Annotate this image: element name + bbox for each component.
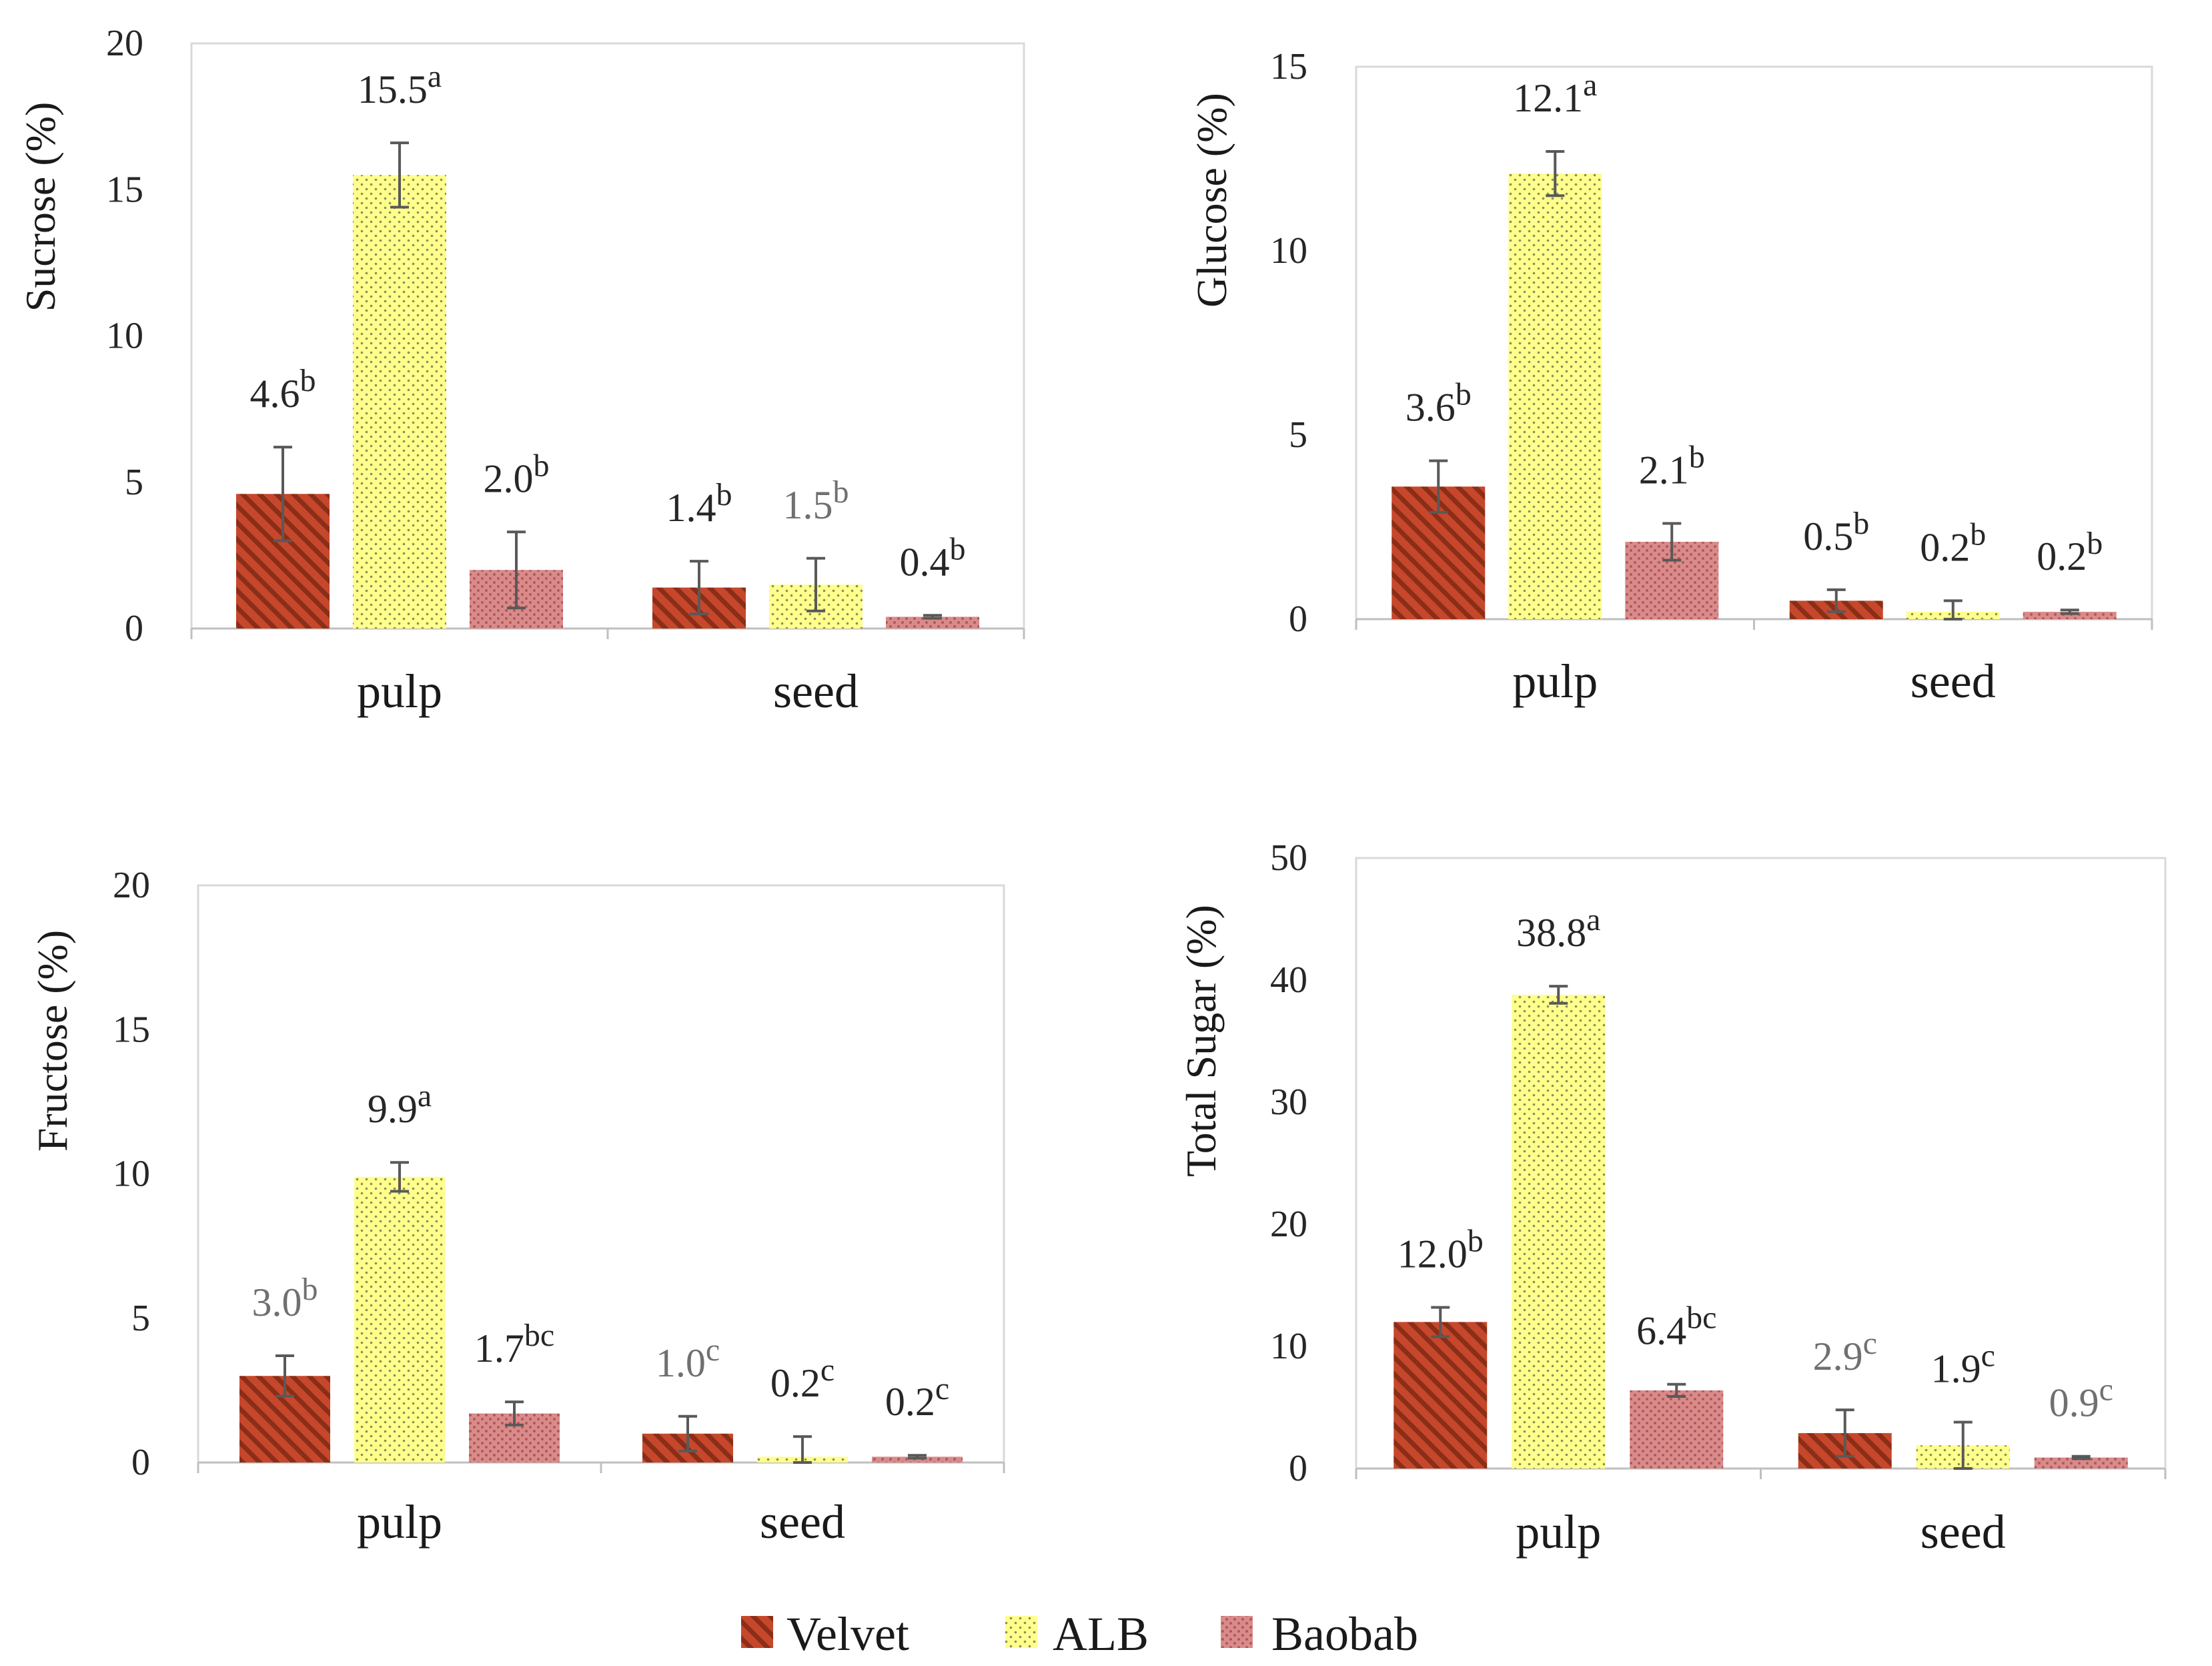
total-sugar-bar-velvet-pulp: [1394, 1322, 1488, 1469]
total-sugar-data-label: 0.9c: [2049, 1372, 2113, 1425]
fructose-bar-baobab-seed: [872, 1456, 963, 1463]
total-sugar-y-tick-label: 10: [1270, 1326, 1307, 1367]
fructose-y-tick-label: 20: [113, 865, 150, 906]
total-sugar-data-label: 12.0b: [1398, 1223, 1484, 1276]
glucose-y-axis-label: Glucose (%): [1188, 93, 1235, 308]
glucose-chart: Glucose (%) 0 5 10 15 pulp 3.6b 12.1a 2.1b seed 0…: [1188, 46, 2153, 708]
sucrose-data-label: 1.5b: [783, 474, 849, 527]
sucrose-data-label: 4.6b: [250, 363, 316, 416]
sucrose-category-label: pulp: [357, 665, 442, 718]
total-sugar-y-axis-label: Total Sugar (%): [1177, 905, 1225, 1177]
fructose-y-tick-label: 0: [131, 1442, 150, 1483]
glucose-y-tick-label: 5: [1289, 414, 1307, 456]
legend-label-velvet: Velvet: [786, 1607, 909, 1661]
total-sugar-y-tick-label: 50: [1270, 837, 1307, 879]
total-sugar-chart: Total Sugar (%) 0 10 20 30 40 50 pulp 12.0b 38.8…: [1177, 837, 2167, 1559]
sucrose-y-tick-label: 0: [125, 608, 143, 649]
sucrose-bar-alb-pulp: [353, 175, 446, 629]
fructose-chart: Fructose (%) 0 5 10 15 20 pulp 3.0b 9.9a 1.7bc se…: [29, 865, 1005, 1549]
fructose-data-label: 1.7bc: [474, 1318, 554, 1370]
sucrose-data-label: 2.0b: [484, 448, 550, 500]
fructose-data-label: 9.9a: [368, 1078, 432, 1131]
glucose-data-label: 0.2b: [2037, 526, 2103, 578]
total-sugar-data-label: 1.9c: [1931, 1338, 1995, 1390]
total-sugar-category-label: seed: [1920, 1505, 2006, 1559]
total-sugar-y-tick-label: 0: [1289, 1448, 1307, 1489]
fructose-bar-alb-pulp: [354, 1176, 445, 1463]
sucrose-bar-baobab-seed: [886, 616, 979, 629]
legend-label-baobab: Baobab: [1271, 1607, 1418, 1661]
glucose-y-tick-label: 15: [1270, 46, 1307, 87]
fructose-y-tick-label: 10: [113, 1154, 150, 1195]
sucrose-y-tick-label: 15: [106, 169, 143, 210]
fructose-data-label: 1.0c: [656, 1332, 720, 1385]
legend: Velvet ALB Baobab: [741, 1607, 1418, 1661]
total-sugar-data-label: 6.4bc: [1636, 1300, 1716, 1353]
glucose-data-label: 3.6b: [1406, 377, 1472, 430]
glucose-y-tick-label: 0: [1289, 598, 1307, 640]
fructose-data-label: 0.2c: [770, 1352, 835, 1405]
total-sugar-y-tick-label: 30: [1270, 1082, 1307, 1123]
sucrose-data-label: 15.5a: [358, 59, 442, 111]
fructose-y-axis-label: Fructose (%): [29, 930, 76, 1152]
fructose-y-tick-label: 15: [113, 1009, 150, 1050]
legend-label-alb: ALB: [1053, 1607, 1149, 1661]
fructose-category-label: seed: [760, 1495, 845, 1549]
legend-swatch-velvet: [741, 1616, 773, 1648]
legend-swatch-alb: [1005, 1616, 1037, 1648]
total-sugar-y-tick-label: 20: [1270, 1204, 1307, 1245]
glucose-data-label: 0.5b: [1803, 506, 1869, 558]
sucrose-y-tick-label: 5: [125, 462, 143, 503]
legend-swatch-baobab: [1221, 1616, 1253, 1648]
sucrose-y-tick-label: 20: [106, 23, 143, 64]
glucose-data-label: 2.1b: [1639, 439, 1705, 492]
sucrose-category-label: seed: [773, 665, 859, 718]
fructose-data-label: 3.0b: [252, 1272, 318, 1324]
total-sugar-category-label: pulp: [1516, 1505, 1601, 1559]
sucrose-data-label: 1.4b: [666, 477, 732, 530]
total-sugar-bar-baobab-pulp: [1630, 1390, 1724, 1469]
total-sugar-bar-alb-pulp: [1512, 994, 1606, 1469]
glucose-bar-baobab-seed: [2023, 611, 2117, 619]
fructose-y-tick-label: 5: [131, 1298, 150, 1339]
total-sugar-data-label: 38.8a: [1516, 902, 1600, 955]
total-sugar-y-tick-label: 40: [1270, 959, 1307, 1001]
sucrose-chart: Sucrose (%) 0 5 10 15 20 pulp 4.6b 15.5a 2.0b see…: [17, 23, 1025, 718]
glucose-category-label: pulp: [1512, 655, 1598, 708]
sucrose-y-tick-label: 10: [106, 316, 143, 357]
glucose-data-label: 12.1a: [1513, 67, 1597, 120]
total-sugar-bar-baobab-seed: [2034, 1457, 2128, 1469]
fructose-category-label: pulp: [357, 1495, 442, 1549]
sucrose-y-axis-label: Sucrose (%): [17, 102, 64, 312]
sucrose-data-label: 0.4b: [900, 531, 966, 584]
fructose-data-label: 0.2c: [885, 1371, 949, 1424]
glucose-bar-alb-pulp: [1508, 173, 1602, 620]
glucose-data-label: 0.2b: [1920, 516, 1986, 569]
glucose-y-tick-label: 10: [1270, 230, 1307, 272]
total-sugar-data-label: 2.9c: [1813, 1326, 1877, 1378]
glucose-category-label: seed: [1910, 655, 1996, 708]
